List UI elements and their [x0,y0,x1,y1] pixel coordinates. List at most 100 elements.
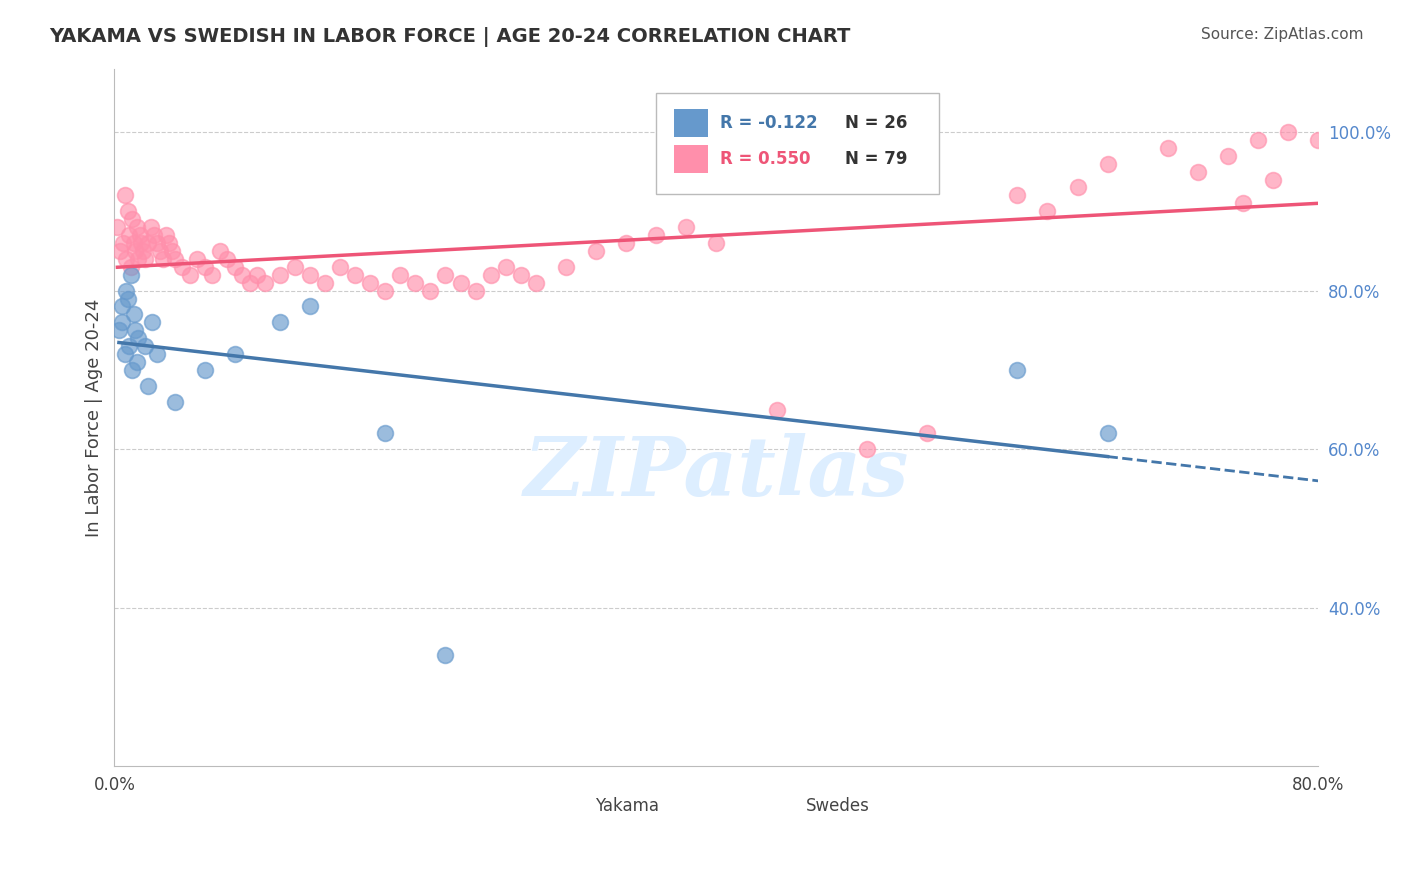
FancyBboxPatch shape [657,93,939,194]
Point [120,268,142,282]
Point [224,347,246,361]
Point [115,252,138,266]
Text: Swedes: Swedes [806,797,869,815]
Point [389,268,412,282]
Point [269,268,291,282]
Point [152,252,174,266]
Point [1247,133,1270,147]
Point [524,276,547,290]
Text: YAKAMA VS SWEDISH IN LABOR FORCE | AGE 20-24 CORRELATION CHART: YAKAMA VS SWEDISH IN LABOR FORCE | AGE 2… [49,27,851,46]
Point [112,235,135,250]
Point [915,426,938,441]
Point [124,244,146,258]
Point [114,188,136,202]
Point [1097,157,1119,171]
Text: N = 26: N = 26 [845,114,907,132]
Point [404,276,426,290]
Point [554,260,576,274]
Point [1007,363,1029,377]
Point [374,284,396,298]
Point [125,220,148,235]
Point [122,235,145,250]
Point [434,648,457,663]
Point [765,402,787,417]
Point [132,244,155,258]
Point [127,252,149,266]
Text: Source: ZipAtlas.com: Source: ZipAtlas.com [1201,27,1364,42]
Point [314,276,336,290]
Point [134,339,156,353]
Point [107,220,129,235]
Point [136,235,159,250]
Point [299,268,322,282]
Point [201,268,224,282]
Point [117,204,139,219]
Point [1337,141,1360,155]
Point [1097,426,1119,441]
Point [419,284,441,298]
Point [1157,141,1180,155]
Bar [554,796,581,817]
Point [127,331,149,345]
Point [208,244,231,258]
Point [163,394,186,409]
Point [1261,172,1284,186]
Point [108,323,131,337]
Point [284,260,307,274]
Point [1007,188,1029,202]
Point [114,347,136,361]
Point [217,252,239,266]
Point [124,323,146,337]
Text: R = -0.122: R = -0.122 [720,114,817,132]
Point [121,212,143,227]
Point [675,220,697,235]
Point [163,252,186,266]
Point [246,268,269,282]
Point [495,260,517,274]
Point [111,315,134,329]
Point [1308,133,1330,147]
Point [344,268,367,282]
Point [148,244,170,258]
Point [121,363,143,377]
Text: N = 79: N = 79 [845,150,908,169]
Point [125,355,148,369]
Point [645,228,668,243]
Bar [675,145,707,173]
Point [186,252,208,266]
Point [110,244,132,258]
Point [118,339,141,353]
Point [129,228,152,243]
Point [253,276,276,290]
Point [111,300,134,314]
Point [359,276,381,290]
Point [704,235,727,250]
Point [239,276,262,290]
Point [509,268,531,282]
Point [1277,125,1299,139]
Text: ZIPatlas: ZIPatlas [523,434,910,513]
Text: R = 0.550: R = 0.550 [720,150,810,169]
Point [118,228,141,243]
Point [136,378,159,392]
Point [194,363,217,377]
Point [434,268,457,282]
Point [179,268,201,282]
Point [224,260,246,274]
Point [145,347,167,361]
Point [231,268,253,282]
Point [1187,164,1209,178]
Point [155,228,177,243]
Point [157,235,180,250]
Point [299,300,322,314]
Bar [765,796,792,817]
Point [479,268,502,282]
Point [141,315,163,329]
Point [585,244,607,258]
Point [134,252,156,266]
Point [142,228,165,243]
Point [464,284,486,298]
Point [160,244,183,258]
Point [131,235,153,250]
Point [614,235,637,250]
